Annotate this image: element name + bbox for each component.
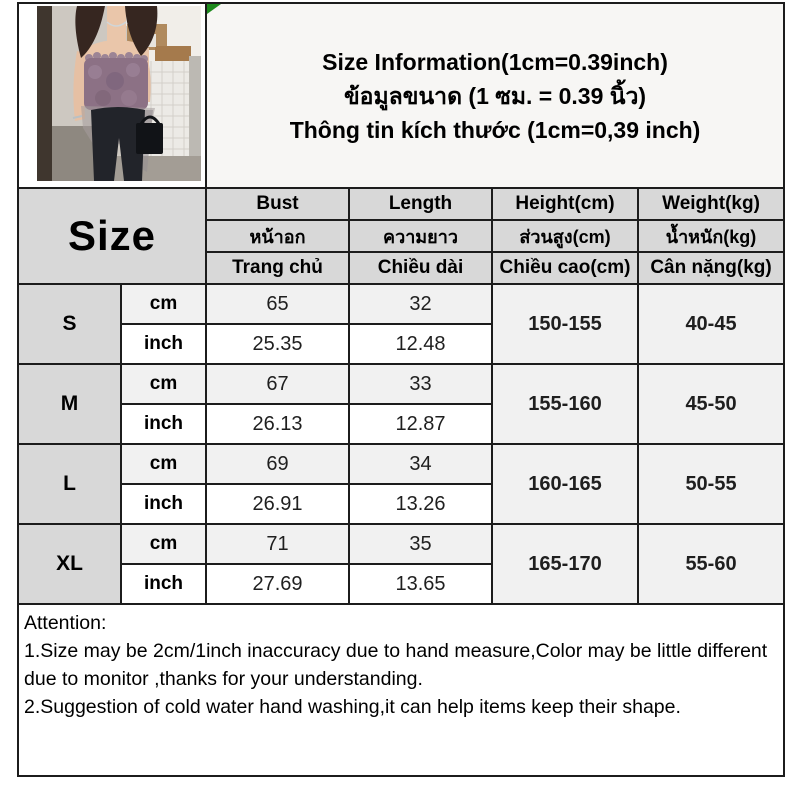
size-label-l: L	[17, 443, 122, 525]
header-length-th: ความยาว	[348, 219, 493, 253]
row-m-inch: inch 26.13 12.87	[18, 403, 784, 445]
m-bust-inch: 26.13	[205, 403, 350, 445]
header-row-th: หน้าอก ความยาว ส่วนสูง(cm) น้ำหนัก(kg)	[18, 219, 786, 253]
product-photo-illustration	[37, 6, 201, 181]
green-corner-marker	[208, 5, 221, 14]
size-chart-sheet: Size Information(1cm=0.39inch) ข้อมูลขนา…	[16, 2, 786, 777]
xl-bust-inch: 27.69	[205, 563, 350, 605]
header-weight-vi: Cân nặng(kg)	[636, 251, 786, 285]
size-label-xl: XL	[17, 523, 122, 605]
attention-heading: Attention:	[24, 612, 107, 634]
size-label-s: S	[17, 283, 122, 365]
header-bust-th: หน้าอก	[205, 219, 350, 253]
xl-weight-range: 55-60	[636, 523, 786, 605]
row-m-cm: M cm 67 33 155-160 45-50	[17, 363, 786, 445]
s-length-cm: 32	[348, 283, 493, 325]
s-unit-cm: cm	[120, 283, 207, 325]
header-weight-th: น้ำหนัก(kg)	[636, 219, 786, 253]
l-unit-cm: cm	[120, 443, 207, 485]
attention-row: Attention: 1.Size may be 2cm/1inch inacc…	[16, 603, 786, 777]
xl-length-inch: 13.65	[348, 563, 493, 605]
row-xl-cm: XL cm 71 35 165-170 55-60	[17, 523, 786, 605]
size-info-title-cell: Size Information(1cm=0.39inch) ข้อมูลขนา…	[204, 2, 786, 189]
s-unit-inch: inch	[120, 323, 207, 365]
title-english: Size Information(1cm=0.39inch)	[322, 48, 668, 75]
header-length-en: Length	[348, 187, 493, 221]
xl-length-cm: 35	[348, 523, 493, 565]
header-height-th: ส่วนสูง(cm)	[491, 219, 639, 253]
m-bust-cm: 67	[205, 363, 350, 405]
header-size: Size	[17, 187, 207, 285]
header-row-en: Size Bust Length Height(cm) Weight(kg)	[17, 187, 786, 285]
top-row: Size Information(1cm=0.39inch) ข้อมูลขนา…	[17, 2, 786, 189]
s-bust-inch: 25.35	[205, 323, 350, 365]
header-row-vi: Trang chủ Chiều dài Chiều cao(cm) Cân nặ…	[18, 251, 786, 285]
xl-bust-cm: 71	[205, 523, 350, 565]
attention-line-1: 1.Size may be 2cm/1inch inaccuracy due t…	[24, 640, 768, 690]
s-weight-range: 40-45	[636, 283, 786, 365]
header-height-vi: Chiều cao(cm)	[491, 251, 639, 285]
m-length-cm: 33	[348, 363, 493, 405]
attention-section: Attention: 1.Size may be 2cm/1inch inacc…	[16, 603, 786, 777]
header-length-vi: Chiều dài	[348, 251, 493, 285]
row-l-inch: inch 26.91 13.26	[18, 483, 784, 525]
m-length-inch: 12.87	[348, 403, 493, 445]
s-length-inch: 12.48	[348, 323, 493, 365]
header-weight-en: Weight(kg)	[636, 187, 786, 221]
m-unit-inch: inch	[120, 403, 207, 445]
l-unit-inch: inch	[120, 483, 207, 525]
row-l-cm: L cm 69 34 160-165 50-55	[17, 443, 786, 525]
title-vietnamese: Thông tin kích thước (1cm=0,39 inch)	[289, 116, 701, 143]
l-bust-cm: 69	[205, 443, 350, 485]
size-info-title: Size Information(1cm=0.39inch) ข้อมูลขนา…	[208, 6, 782, 185]
header-bust-en: Bust	[205, 187, 350, 221]
size-chart-table: Size Information(1cm=0.39inch) ข้อมูลขนา…	[16, 2, 786, 777]
title-thai: ข้อมูลขนาด (1 ซม. = 0.39 นิ้ว)	[343, 82, 647, 109]
l-length-cm: 34	[348, 443, 493, 485]
xl-unit-inch: inch	[120, 563, 207, 605]
m-height-range: 155-160	[491, 363, 639, 445]
m-weight-range: 45-50	[636, 363, 786, 445]
header-bust-vi: Trang chủ	[205, 251, 350, 285]
row-s-inch: inch 25.35 12.48	[18, 323, 784, 365]
m-unit-cm: cm	[120, 363, 207, 405]
row-xl-inch: inch 27.69 13.65	[18, 563, 784, 605]
header-height-en: Height(cm)	[491, 187, 639, 221]
row-s-cm: S cm 65 32 150-155 40-45	[17, 283, 786, 365]
l-height-range: 160-165	[491, 443, 639, 525]
s-bust-cm: 65	[205, 283, 350, 325]
l-length-inch: 13.26	[348, 483, 493, 525]
xl-height-range: 165-170	[491, 523, 639, 605]
product-photo	[17, 2, 207, 189]
s-height-range: 150-155	[491, 283, 639, 365]
attention-line-2: 2.Suggestion of cold water hand washing,…	[24, 696, 681, 718]
size-label-m: M	[17, 363, 122, 445]
l-bust-inch: 26.91	[205, 483, 350, 525]
xl-unit-cm: cm	[120, 523, 207, 565]
l-weight-range: 50-55	[636, 443, 786, 525]
